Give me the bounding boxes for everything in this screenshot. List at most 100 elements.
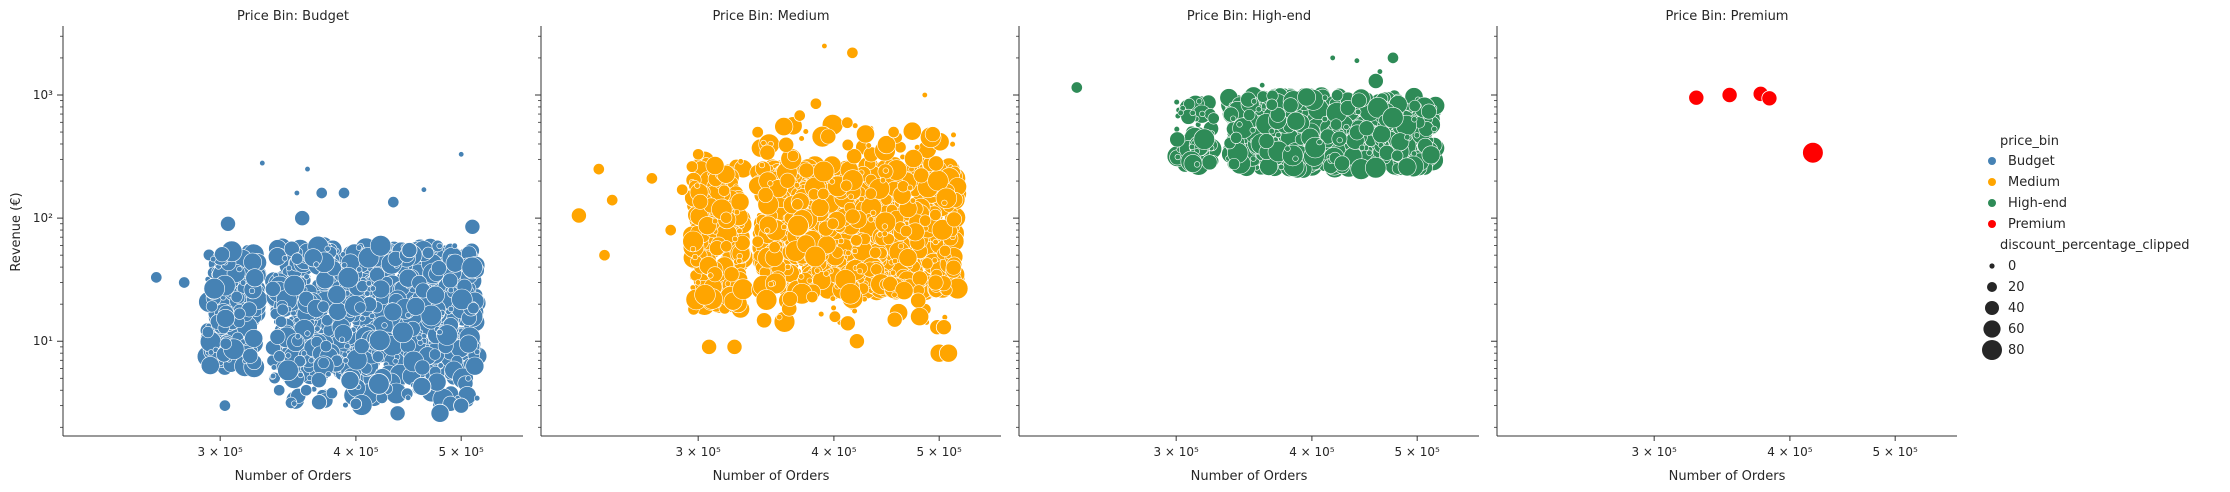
data-point bbox=[814, 267, 821, 274]
data-point bbox=[731, 235, 739, 243]
data-point bbox=[798, 162, 815, 179]
data-point bbox=[1721, 86, 1738, 104]
data-point bbox=[321, 314, 334, 327]
data-point bbox=[928, 155, 944, 172]
data-point bbox=[810, 198, 830, 218]
data-point bbox=[1173, 126, 1180, 133]
data-point bbox=[1358, 144, 1366, 151]
data-point bbox=[828, 178, 836, 185]
data-point bbox=[276, 303, 289, 316]
data-point bbox=[445, 253, 465, 273]
x-tick-label: 4 × 10⁵ bbox=[1289, 445, 1335, 459]
data-point bbox=[1343, 123, 1350, 131]
data-point bbox=[304, 330, 311, 337]
data-point bbox=[1336, 137, 1343, 144]
data-point bbox=[297, 371, 304, 379]
data-point bbox=[839, 283, 861, 305]
legend-label: Medium bbox=[2008, 175, 2060, 190]
data-point bbox=[891, 257, 899, 265]
data-point bbox=[935, 187, 958, 209]
x-tick-label: 5 × 10⁵ bbox=[916, 445, 962, 459]
data-point bbox=[269, 328, 286, 345]
data-point bbox=[850, 234, 863, 247]
data-point bbox=[828, 310, 841, 323]
data-point bbox=[1230, 131, 1243, 144]
legend-size-marker bbox=[1987, 282, 1997, 292]
data-point bbox=[317, 356, 330, 370]
data-point bbox=[707, 272, 714, 279]
data-point bbox=[718, 184, 731, 197]
data-point bbox=[1268, 128, 1275, 135]
data-point bbox=[806, 290, 819, 303]
data-point bbox=[1278, 163, 1285, 171]
legend-label: 60 bbox=[2008, 322, 2025, 337]
data-point bbox=[881, 230, 888, 237]
x-axis-label: Number of Orders bbox=[713, 469, 830, 484]
data-point bbox=[841, 116, 854, 129]
legend-label: Budget bbox=[2008, 154, 2055, 169]
data-point bbox=[1761, 90, 1778, 107]
data-point bbox=[245, 268, 265, 288]
data-point bbox=[846, 148, 863, 165]
data-point bbox=[203, 277, 225, 300]
panel-title: Price Bin: Budget bbox=[237, 9, 349, 24]
data-point bbox=[768, 241, 781, 254]
data-point bbox=[214, 246, 231, 263]
legend-label: 20 bbox=[2008, 280, 2025, 295]
data-point bbox=[1382, 107, 1404, 129]
data-point bbox=[1420, 103, 1437, 120]
data-point bbox=[851, 307, 858, 315]
data-point bbox=[273, 350, 286, 363]
data-point bbox=[442, 272, 459, 289]
data-point bbox=[1367, 97, 1389, 119]
data-point bbox=[779, 172, 796, 189]
data-point bbox=[207, 349, 215, 356]
data-point bbox=[236, 265, 243, 273]
data-point bbox=[782, 290, 798, 307]
data-point bbox=[1355, 108, 1362, 116]
data-point bbox=[1199, 110, 1206, 118]
panel-budget: Price Bin: Budget 10¹ 10² 10³ 3 × 10⁵ 4 × 10⁵… bbox=[33, 9, 523, 484]
data-point bbox=[436, 324, 458, 346]
data-point bbox=[467, 302, 480, 315]
data-point bbox=[447, 305, 455, 313]
data-point bbox=[1207, 112, 1220, 125]
data-point bbox=[927, 274, 944, 291]
data-point bbox=[392, 321, 414, 344]
panel-title: Price Bin: High-end bbox=[1187, 9, 1311, 24]
data-point bbox=[756, 312, 773, 329]
data-point bbox=[902, 121, 922, 141]
data-point bbox=[879, 177, 887, 184]
data-point bbox=[1331, 89, 1344, 102]
data-point bbox=[1275, 131, 1282, 139]
data-point bbox=[218, 399, 232, 412]
data-point bbox=[1431, 125, 1438, 133]
data-point bbox=[405, 311, 412, 319]
data-point bbox=[689, 245, 697, 253]
data-point bbox=[369, 329, 391, 351]
data-point bbox=[946, 211, 963, 228]
data-point bbox=[1397, 157, 1417, 177]
data-point bbox=[676, 183, 689, 196]
data-point bbox=[1421, 145, 1441, 165]
data-point bbox=[894, 281, 914, 301]
data-point bbox=[906, 184, 914, 191]
data-point bbox=[929, 208, 942, 221]
data-point bbox=[694, 182, 701, 189]
legend-label: 0 bbox=[2008, 259, 2016, 274]
data-point bbox=[333, 324, 353, 344]
data-point bbox=[1173, 98, 1180, 106]
data-point bbox=[327, 285, 347, 305]
data-point bbox=[931, 257, 938, 264]
data-point bbox=[840, 179, 853, 192]
data-point bbox=[776, 314, 783, 321]
data-point bbox=[248, 287, 256, 295]
legend-size-title: discount_percentage_clipped bbox=[2000, 238, 2189, 253]
data-point bbox=[1250, 155, 1257, 162]
x-axis-label: Number of Orders bbox=[1669, 469, 1786, 484]
data-point bbox=[270, 364, 278, 371]
data-point bbox=[387, 195, 400, 209]
data-point bbox=[1316, 138, 1323, 146]
data-point bbox=[430, 260, 447, 277]
data-point bbox=[406, 296, 426, 316]
